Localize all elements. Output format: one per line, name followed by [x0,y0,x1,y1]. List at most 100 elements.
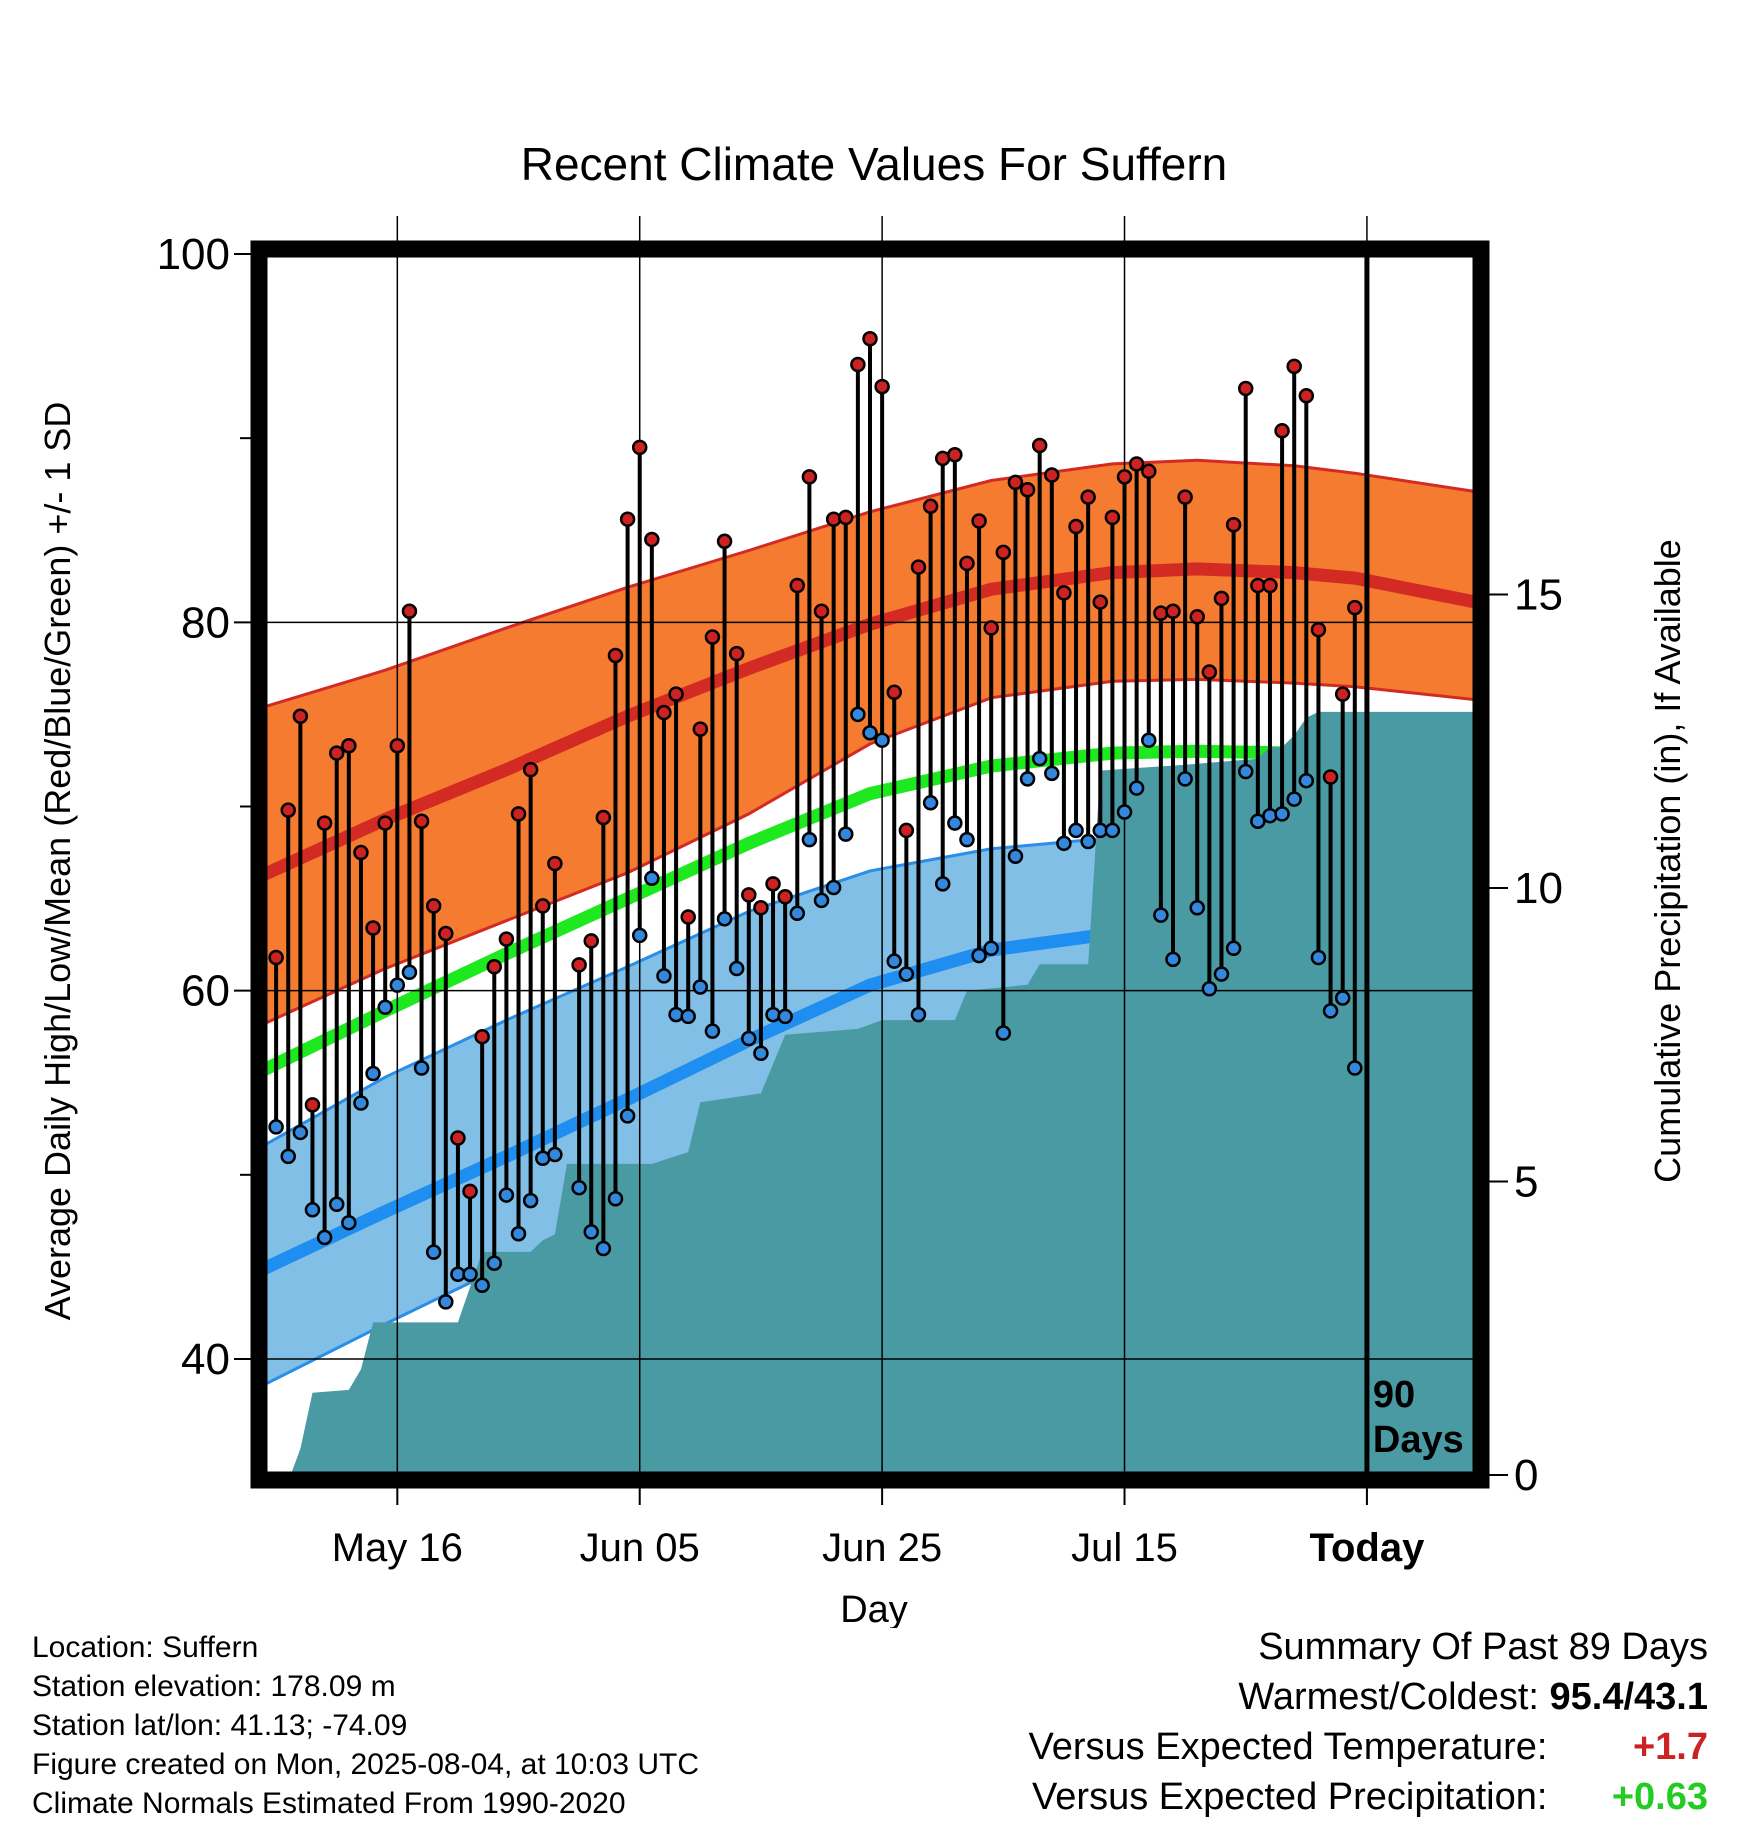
low-point [1262,807,1278,824]
high-point [535,898,551,914]
high-point [1092,594,1109,610]
low-point [1286,791,1302,807]
daily-range-stems [274,338,1357,1302]
low-point [692,979,709,995]
high-point [619,511,636,527]
high-point [1189,609,1205,625]
high-point [777,888,793,905]
y-tick-label: 60 [181,967,230,1016]
high-point [668,686,684,702]
low-point [728,960,745,977]
low-point [438,1294,454,1310]
y2-tick-label: 15 [1514,570,1563,619]
low-point [571,1179,587,1196]
high-point [1237,380,1254,397]
high-point [328,745,345,761]
x-axis-label: Day [840,1589,908,1628]
low-point [280,1148,296,1165]
chart-title: Recent Climate Values For Suffern [521,138,1228,190]
low-point [486,1255,503,1271]
low-point [510,1225,527,1242]
high-point [862,330,878,347]
low-point [765,1006,781,1023]
low-point [898,966,915,982]
low-point [365,1065,381,1082]
low-point [1007,848,1024,864]
low-point [753,1045,769,1062]
low-point [304,1202,321,1218]
high-point [680,909,696,925]
high-point [983,620,999,636]
y-tick-label: 80 [181,598,230,647]
high-point [571,957,587,973]
normals-text: Climate Normals Estimated From 1990-2020 [32,1787,626,1820]
low-point [413,1060,430,1076]
low-point [1128,780,1145,796]
high-point [498,931,515,947]
summary-title: Summary Of Past 89 Days [1258,1626,1708,1668]
high-point [1153,605,1169,621]
low-point [934,876,951,892]
high-point [401,603,418,620]
high-point [377,815,393,831]
high-point [1177,489,1193,505]
high-point [1019,481,1036,498]
high-point [1141,463,1157,480]
high-point [607,647,624,664]
high-point [450,1130,466,1146]
low-point [1044,765,1060,782]
low-point [377,999,393,1015]
high-point [353,844,369,861]
high-point [1286,358,1302,375]
x-axis: May 16 Jun 05 Jun 25 Jul 15 Today [332,1487,1425,1570]
low-point [498,1187,515,1203]
high-point [971,513,987,529]
low-point [1068,822,1084,839]
y2-axis: 0 5 10 15 [1489,570,1563,1500]
low-point [777,1008,793,1025]
temp-label: Versus Expected Temperature: [1028,1726,1548,1768]
high-point [1165,603,1181,620]
low-point [631,927,648,944]
low-point [1153,907,1169,923]
low-point [959,831,975,848]
low-point [862,725,878,741]
summary-temp-row: Versus Expected Temperature: +1.7 [1029,1722,1708,1772]
high-point [522,761,539,778]
high-point [922,498,939,515]
low-point [595,1240,612,1257]
high-point [656,704,672,721]
low-point [328,1196,345,1213]
low-point [389,977,406,993]
x-tick-label: Jul 15 [1071,1526,1178,1570]
low-point [425,1244,442,1260]
low-point [316,1229,333,1246]
x-tick-label: May 16 [332,1526,463,1570]
low-point [1201,981,1218,997]
low-point [1298,772,1315,789]
low-point [1080,833,1096,850]
low-point [789,905,806,922]
low-point [1237,763,1254,780]
summary-panel: Summary Of Past 89 Days Warmest/Coldest:… [1029,1622,1708,1822]
low-point [874,732,890,748]
low-point [619,1108,636,1124]
high-point [704,629,721,645]
high-point [765,876,781,892]
low-point [1310,949,1327,966]
low-point [1104,822,1121,839]
low-point [462,1266,478,1283]
low-point [1347,1060,1363,1076]
low-point [547,1146,563,1163]
high-point [1213,590,1230,607]
high-point [728,645,745,662]
high-point [595,809,612,826]
high-point [838,509,854,526]
high-point [1274,423,1290,439]
temp-value: +1.7 [1632,1726,1708,1768]
high-point [644,531,660,548]
low-point [838,826,854,842]
high-point [268,949,284,966]
low-point [1165,951,1181,968]
low-point [353,1095,369,1111]
